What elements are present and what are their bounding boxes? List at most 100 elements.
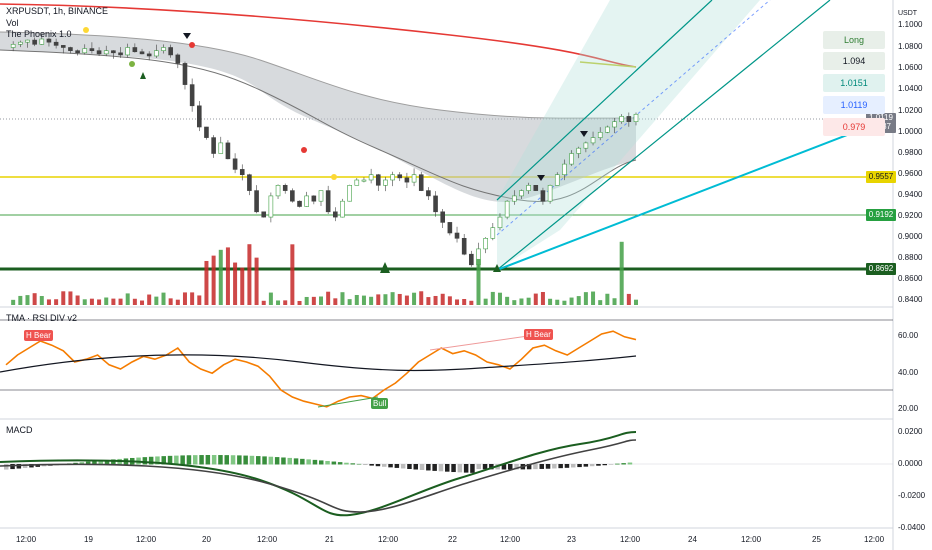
time-tick: 25 [812, 535, 821, 544]
price-tick: 0.9400 [898, 190, 923, 199]
macd-histogram-bar [589, 464, 595, 467]
volume-bar [326, 291, 331, 305]
level-badge-dark-green: 0.8692 [866, 263, 896, 275]
candle-body [590, 137, 596, 144]
candle-body [154, 50, 159, 57]
macd-histogram-bar [331, 461, 337, 465]
volume-bar [204, 260, 209, 305]
macd-histogram-bar [564, 464, 570, 468]
macd-histogram-bar [489, 464, 494, 470]
macd-histogram-bar [571, 464, 576, 468]
price-tick: 1.0800 [898, 42, 923, 51]
volume-bar [619, 241, 624, 305]
candle-body [375, 174, 381, 186]
macd-histogram-bar [4, 464, 9, 470]
macd-tick: 0.0200 [898, 427, 923, 436]
volume-bar [397, 293, 402, 305]
macd-histogram-bar [205, 455, 211, 465]
candle-body [261, 211, 267, 218]
macd-histogram-bar [92, 461, 97, 465]
candle-body [433, 195, 438, 213]
macd-histogram-bar [615, 463, 620, 465]
macd-histogram-bar [388, 464, 393, 468]
time-tick: 20 [202, 535, 211, 544]
candle-body [354, 179, 360, 186]
macd-histogram-bar [22, 464, 28, 469]
candle-body [304, 195, 309, 207]
macd-histogram-bar [369, 464, 374, 466]
macd-histogram-bar [337, 462, 343, 465]
candle-body [32, 39, 37, 45]
candle-body [554, 174, 560, 186]
volume-bar [276, 300, 281, 305]
candle-body [53, 41, 59, 46]
candle-body [118, 52, 123, 56]
volume-bar [32, 293, 37, 305]
volume-bar [469, 300, 474, 305]
volume-bar [583, 292, 588, 305]
macd-histogram-bar [79, 462, 85, 465]
candle-body [469, 253, 474, 266]
time-tick: 12:00 [864, 535, 885, 544]
volume-bar [497, 292, 502, 305]
macd-histogram-bar [394, 464, 400, 468]
candle-body [161, 47, 166, 51]
volume-bar [505, 296, 510, 305]
volume-bar [404, 295, 409, 305]
candle-body [626, 116, 632, 123]
volume-bar [240, 267, 245, 305]
macd-histogram-bar [577, 464, 582, 468]
macd-histogram-bar [445, 464, 450, 472]
candle-body [311, 195, 317, 202]
candle-body [175, 54, 181, 64]
macd-histogram-bar [85, 461, 91, 465]
macd-histogram-bar [243, 455, 248, 465]
price-tick: 1.1000 [898, 20, 923, 29]
macd-histogram-bar [281, 457, 286, 465]
volume-bar [412, 292, 417, 305]
volume-bar [626, 293, 631, 305]
candle-body [254, 190, 259, 213]
candle-body [282, 185, 288, 191]
volume-bar [218, 249, 223, 305]
volume-bar [569, 297, 574, 305]
macd-histogram-bar [249, 455, 255, 465]
volume-bar [383, 294, 388, 305]
signal-up-marker [380, 262, 390, 273]
macd-histogram-bar [451, 464, 456, 473]
volume-bar [261, 300, 266, 305]
macd-histogram-bar [514, 464, 519, 470]
volume-bar [268, 292, 273, 305]
candle-body [18, 41, 23, 45]
signal-down-marker [183, 33, 191, 39]
candle-body [519, 190, 524, 197]
price-tick: 0.9800 [898, 148, 923, 157]
macd-histogram-bar [161, 456, 166, 465]
volume-bar [576, 296, 581, 305]
candle-body [275, 185, 281, 197]
volume-bar [548, 298, 553, 305]
macd-histogram-bar [344, 462, 349, 465]
volume-bar [476, 258, 481, 305]
ma-tail [579, 61, 637, 68]
volume-bar [140, 300, 145, 305]
volume-bar [419, 291, 424, 305]
volume-bar [104, 297, 109, 305]
candle-body [347, 185, 352, 202]
volume-bar [376, 294, 381, 305]
candle-body [390, 174, 395, 181]
candle-body [46, 38, 52, 43]
volume-bar [125, 293, 130, 305]
candle-body [540, 190, 546, 202]
macd-histogram-bar [508, 464, 513, 470]
position-title: Long [823, 31, 885, 49]
time-tick: 12:00 [378, 535, 399, 544]
candle-body [440, 211, 446, 223]
candle-body [139, 51, 145, 55]
volume-bar [333, 298, 338, 305]
candle-body [533, 185, 539, 191]
macd-histogram-bar [545, 464, 551, 469]
position-entry-mid: 1.0151 [823, 74, 885, 92]
price-tick: 0.9200 [898, 211, 923, 220]
